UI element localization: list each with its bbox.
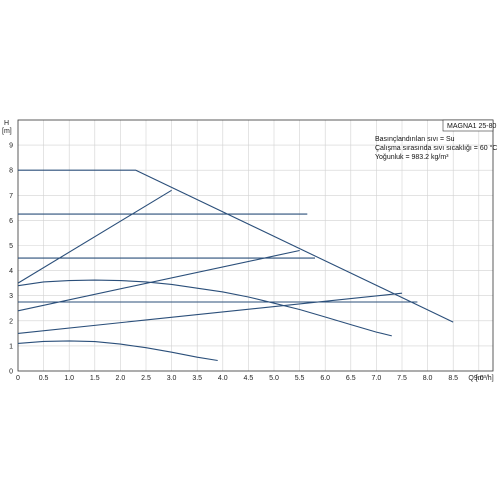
y-tick-label: 8 [9, 168, 13, 175]
x-tick-label: 3.0 [167, 375, 177, 382]
x-tick-label: 1.5 [90, 375, 100, 382]
x-tick-label: 6.5 [346, 375, 356, 382]
x-tick-label: 1.0 [64, 375, 74, 382]
ticks: 0 0.5 1.0 1.5 2.0 2.5 3.0 3.5 4.0 4.5 5.0 5.5 6.0 6.5… [9, 143, 494, 382]
x-tick-label: 7.5 [397, 375, 407, 382]
x-tick-label: 4.5 [244, 375, 254, 382]
y-tick-label: 0 [9, 369, 13, 376]
grid [18, 120, 493, 371]
y-tick-label: 3 [9, 293, 13, 300]
y-tick-label: 2 [9, 318, 13, 325]
note-temperature: Çalışma sırasında sıvı sıcaklığı = 60 °C [375, 144, 497, 152]
model-label-box [442, 119, 494, 132]
pump-curve-8 [17, 279, 392, 337]
y-axis-label: H [4, 120, 9, 127]
note-fluid: Basınçlandırılan sıvı = Su [375, 136, 455, 143]
pump-curve-6 [17, 249, 300, 312]
x-tick-label: 8.0 [423, 375, 433, 382]
y-tick-label: 7 [9, 193, 13, 200]
y-tick-label: 1 [9, 343, 13, 350]
pump-curve-7 [17, 292, 403, 334]
y-tick-label: 4 [9, 268, 13, 275]
x-tick-label: 7.0 [372, 375, 382, 382]
x-tick-label: 4.0 [218, 375, 228, 382]
x-tick-label: 0 [16, 375, 20, 382]
y-axis-unit: [m] [2, 128, 12, 135]
x-tick-label: 2.0 [116, 375, 126, 382]
x-tick-label: 0.5 [39, 375, 49, 382]
x-tick-label: 8.5 [448, 375, 458, 382]
y-tick-label: 5 [9, 243, 13, 250]
pump-curve-1 [18, 169, 454, 323]
x-tick-label: 2.5 [141, 375, 151, 382]
x-tick-label: 3.5 [192, 375, 202, 382]
y-tick-label: 9 [9, 143, 13, 150]
x-tick-label: 5.0 [269, 375, 279, 382]
pump-curve-9 [17, 340, 218, 362]
x-tick-label: 6.0 [320, 375, 330, 382]
curves [17, 169, 454, 362]
x-tick-label: 9.0 [474, 375, 484, 382]
x-tick-label: 5.5 [295, 375, 305, 382]
plot-frame [17, 119, 494, 372]
note-density: Yoğunluk = 983.2 kg/m³ [375, 154, 449, 161]
model-label: MAGNA1 25-80 [447, 123, 497, 130]
x-tick-label: Q [m³/h] [468, 375, 493, 382]
pump-curve-5 [17, 189, 172, 284]
y-tick-label: 6 [9, 218, 13, 225]
